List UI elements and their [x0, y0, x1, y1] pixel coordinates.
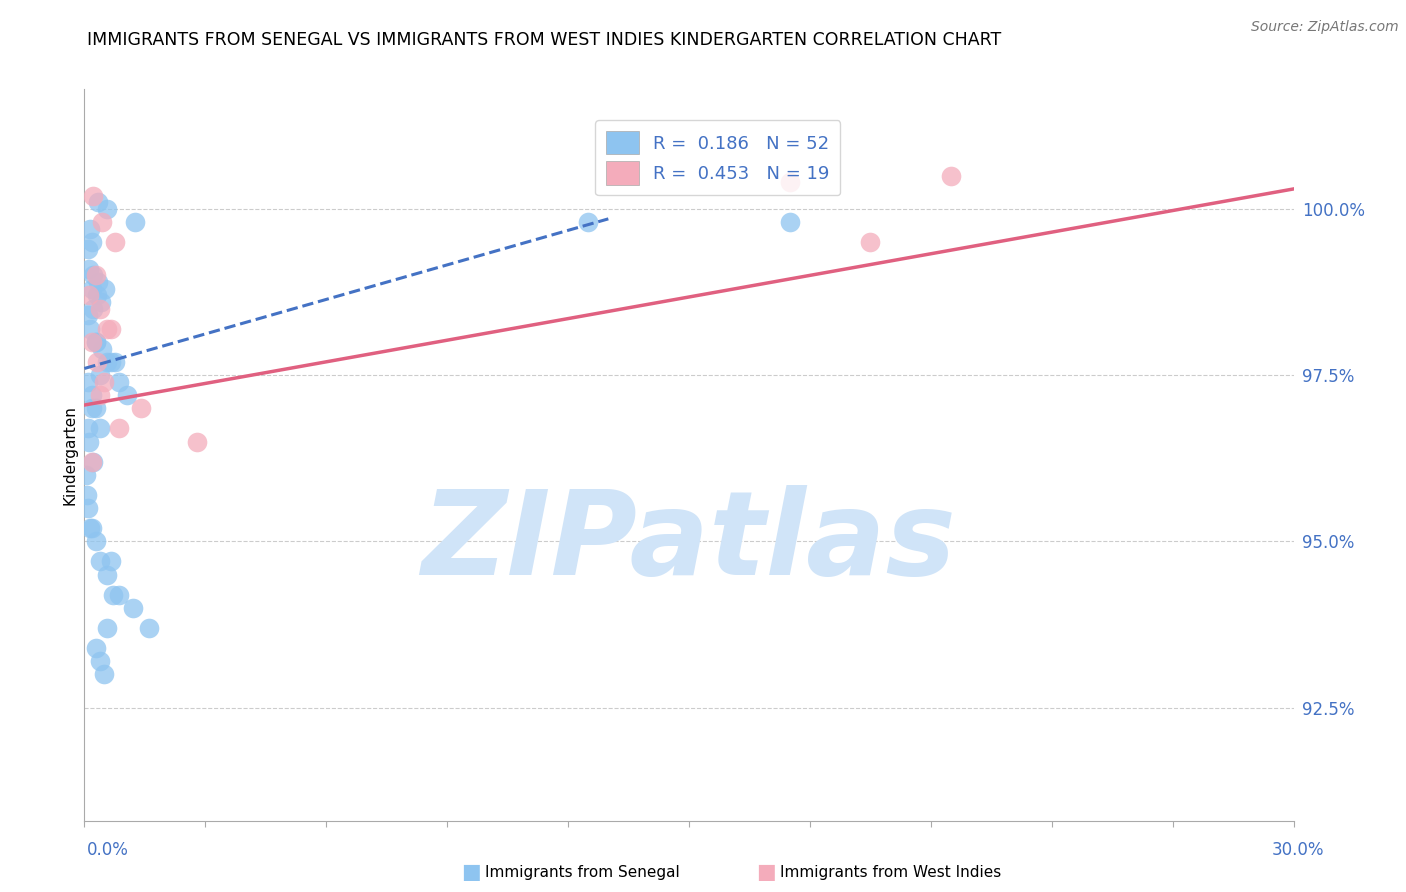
Point	[84, 640, 107, 655]
Point	[86, 355, 108, 369]
Point	[779, 175, 801, 189]
Point	[79, 321, 101, 335]
Point	[96, 202, 118, 216]
Point	[77, 434, 100, 449]
Text: ZIPatlas: ZIPatlas	[422, 485, 956, 600]
Point	[82, 188, 104, 202]
Point	[80, 388, 103, 402]
Point	[77, 288, 100, 302]
Text: Immigrants from West Indies: Immigrants from West Indies	[780, 865, 1001, 880]
Point	[89, 421, 111, 435]
Point	[77, 421, 100, 435]
Point	[82, 268, 104, 283]
Point	[859, 235, 882, 249]
Point	[96, 621, 118, 635]
Point	[93, 667, 115, 681]
Text: ■: ■	[756, 863, 776, 882]
Point	[124, 215, 146, 229]
Point	[89, 368, 111, 383]
Text: IMMIGRANTS FROM SENEGAL VS IMMIGRANTS FROM WEST INDIES KINDERGARTEN CORRELATION : IMMIGRANTS FROM SENEGAL VS IMMIGRANTS FR…	[87, 31, 1001, 49]
Point	[96, 567, 118, 582]
Point	[90, 295, 112, 310]
Point	[100, 554, 122, 568]
Point	[101, 588, 124, 602]
Point	[82, 235, 104, 249]
Legend: R =  0.186   N = 52, R =  0.453   N = 19: R = 0.186 N = 52, R = 0.453 N = 19	[595, 120, 841, 195]
Point	[91, 342, 114, 356]
Point	[80, 454, 103, 468]
Point	[76, 242, 98, 256]
Point	[779, 215, 801, 229]
Point	[100, 355, 122, 369]
Point	[89, 654, 111, 668]
Point	[939, 169, 962, 183]
Point	[104, 235, 127, 249]
Point	[121, 600, 143, 615]
Point	[82, 454, 104, 468]
Text: Source: ZipAtlas.com: Source: ZipAtlas.com	[1251, 20, 1399, 34]
Point	[76, 488, 98, 502]
Point	[115, 388, 138, 402]
Point	[93, 375, 115, 389]
Text: Immigrants from Senegal: Immigrants from Senegal	[485, 865, 681, 880]
Point	[186, 434, 208, 449]
Point	[100, 321, 122, 335]
Point	[79, 521, 101, 535]
Point	[94, 282, 117, 296]
Point	[86, 534, 108, 549]
Point	[80, 282, 103, 296]
Point	[84, 334, 107, 349]
Point	[104, 355, 127, 369]
Point	[107, 421, 129, 435]
Point	[138, 621, 160, 635]
Point	[87, 195, 110, 210]
Point	[84, 401, 107, 416]
Point	[129, 401, 152, 416]
Point	[86, 288, 108, 302]
Point	[77, 261, 100, 276]
Point	[77, 501, 100, 516]
Point	[79, 222, 101, 236]
Point	[576, 215, 599, 229]
Point	[96, 321, 118, 335]
Point	[107, 375, 129, 389]
Point	[107, 588, 129, 602]
Point	[84, 334, 107, 349]
Point	[76, 375, 98, 389]
Text: 30.0%: 30.0%	[1272, 840, 1324, 858]
Point	[89, 554, 111, 568]
Point	[87, 275, 110, 289]
Y-axis label: Kindergarten: Kindergarten	[62, 405, 77, 505]
Text: 0.0%: 0.0%	[87, 840, 129, 858]
Point	[91, 215, 114, 229]
Point	[80, 334, 103, 349]
Point	[80, 521, 103, 535]
Point	[89, 301, 111, 316]
Point	[80, 401, 103, 416]
Point	[75, 467, 97, 482]
Point	[76, 308, 98, 322]
Point	[84, 268, 107, 283]
Point	[89, 388, 111, 402]
Point	[96, 355, 118, 369]
Text: ■: ■	[461, 863, 481, 882]
Point	[82, 301, 104, 316]
